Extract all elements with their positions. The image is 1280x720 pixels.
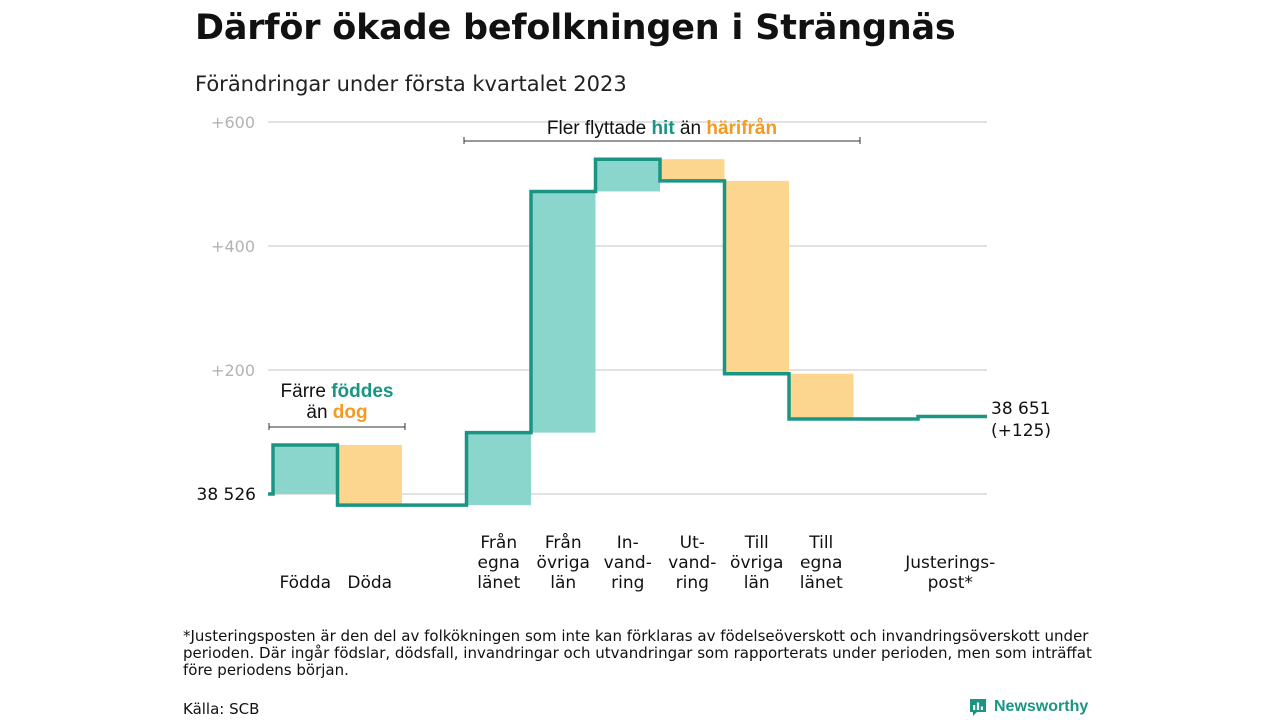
bar-chart-logo-icon <box>970 699 986 716</box>
migration-annotation: Fler flyttade hit än härifrån <box>547 118 777 139</box>
waterfall-bar <box>337 445 402 506</box>
end-change-label: (+125) <box>991 421 1051 441</box>
brand-name: Newsworthy <box>994 698 1089 715</box>
category-label: egna <box>478 553 520 573</box>
start-value-label: 38 526 <box>197 485 256 505</box>
category-label: Från <box>480 532 517 553</box>
y-tick-label: +600 <box>211 113 255 132</box>
waterfall-bar <box>660 159 725 181</box>
waterfall-bar <box>595 159 660 192</box>
category-label: länet <box>800 573 843 593</box>
footnote: *Justeringsposten är den del av folkökni… <box>183 627 1092 679</box>
category-label: Ut- <box>680 533 705 553</box>
waterfall-bar <box>724 180 789 374</box>
waterfall-bar <box>531 191 596 433</box>
category-label: län <box>550 573 576 593</box>
y-tick-label: +400 <box>211 237 255 256</box>
waterfall-bar <box>466 432 531 506</box>
births-annotation-line1: Färre föddes <box>281 381 394 402</box>
end-value-label: 38 651 <box>991 399 1050 419</box>
chart-subtitle: Förändringar under första kvartalet 2023 <box>195 72 627 96</box>
category-label: vand- <box>668 553 716 573</box>
brand-logo: Newsworthy <box>968 697 1088 717</box>
migration-bracket <box>463 137 861 144</box>
source-note: Källa: SCB <box>183 700 260 718</box>
waterfall-bar <box>273 445 338 494</box>
category-label: egna <box>800 553 842 573</box>
births-bracket <box>268 423 406 430</box>
y-tick-label: +200 <box>211 361 255 380</box>
category-label: ring <box>611 573 644 593</box>
category-label: Justerings- <box>904 553 995 573</box>
category-label: övriga <box>537 553 590 573</box>
chart-title: Därför ökade befolkningen i Strängnäs <box>195 8 956 48</box>
category-label: Döda <box>347 573 392 593</box>
category-label: Till <box>744 533 769 553</box>
step-line <box>268 157 987 507</box>
births-annotation-line2: än dog <box>306 402 367 423</box>
category-label: Från <box>545 532 582 553</box>
category-label: In- <box>617 533 639 553</box>
waterfall-bar <box>789 373 854 419</box>
category-label: länet <box>477 573 520 593</box>
category-label: övriga <box>730 553 783 573</box>
category-label: ring <box>676 573 709 593</box>
category-label: Födda <box>279 573 331 593</box>
category-label: post* <box>928 573 973 593</box>
category-label: Till <box>808 533 833 553</box>
category-label: län <box>744 573 770 593</box>
category-label: vand- <box>604 553 652 573</box>
